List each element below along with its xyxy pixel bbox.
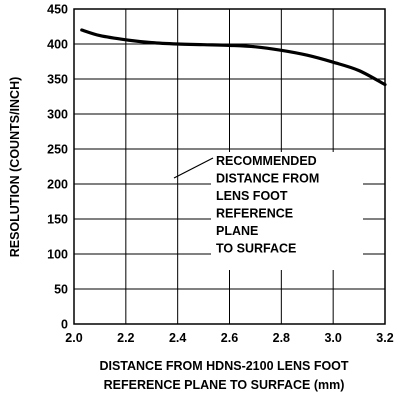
y-axis-title: RESOLUTION (COUNTS/INCH) (8, 77, 22, 258)
y-tick-labels: 0 50 100 150 200 250 300 350 400 450 (47, 3, 68, 332)
x-axis-title-line-2: REFERENCE PLANE TO SURFACE (mm) (104, 378, 345, 392)
annotation-background (211, 152, 363, 270)
annotation-line: DISTANCE FROM (216, 172, 319, 186)
x-tick-label: 3.2 (376, 331, 393, 345)
x-tick-label: 2.2 (117, 331, 134, 345)
x-axis-title-line-1: DISTANCE FROM HDNS-2100 LENS FOOT (99, 359, 348, 373)
y-tick-label: 200 (47, 178, 68, 192)
x-tick-labels: 2.0 2.2 2.4 2.6 2.8 3.0 3.2 (65, 331, 393, 345)
y-tick-label: 400 (47, 38, 68, 52)
y-tick-label: 450 (47, 3, 68, 17)
y-tick-label: 0 (61, 318, 68, 332)
y-tick-label: 100 (47, 248, 68, 262)
annotation-line: LENS FOOT (216, 189, 288, 203)
annotation-line: TO SURFACE (216, 242, 296, 256)
x-tick-label: 2.0 (65, 331, 82, 345)
series-layer (80, 28, 387, 87)
y-tick-label: 150 (47, 213, 68, 227)
annotation-line: REFERENCE (216, 207, 293, 221)
x-tick-label: 3.0 (324, 331, 341, 345)
y-tick-label: 250 (47, 143, 68, 157)
plot-frame (73, 8, 386, 325)
annotation-pointer (173, 157, 214, 179)
y-tick-label: 50 (54, 283, 68, 297)
annotation: RECOMMENDED DISTANCE FROM LENS FOOT REFEREN… (173, 152, 363, 270)
annotation-line: PLANE (216, 224, 258, 238)
axes (73, 8, 386, 325)
resolution-curve (80, 28, 387, 87)
x-tick-label: 2.4 (169, 331, 186, 345)
x-tick-label: 2.8 (273, 331, 290, 345)
y-tick-label: 350 (47, 73, 68, 87)
annotation-line: RECOMMENDED (216, 154, 317, 168)
x-tick-label: 2.6 (221, 331, 238, 345)
y-tick-label: 300 (47, 108, 68, 122)
